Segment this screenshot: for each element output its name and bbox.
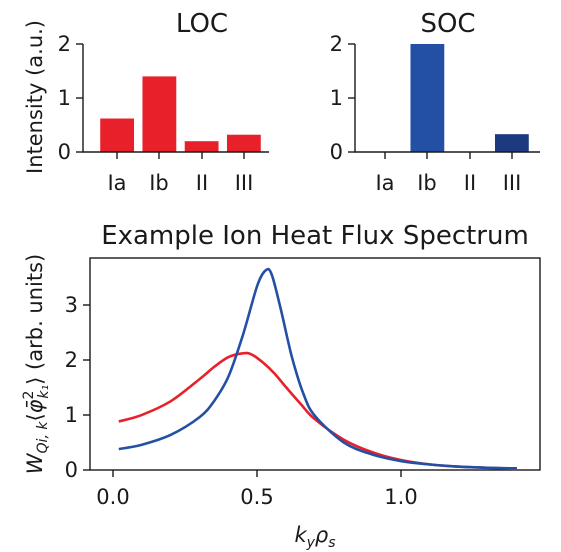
soc-xlabel-ib: Ib (417, 171, 437, 195)
loc-bar-ia (100, 118, 135, 152)
loc-bar-ib (142, 76, 177, 152)
soc-bars (410, 44, 529, 152)
panel-loc: LOC 0 1 2 Ia Ib II III Intensity (a.u.) (23, 9, 269, 195)
soc-xlabel-iii: III (503, 171, 522, 195)
loc-xlabel-ii: II (196, 171, 208, 195)
spectrum-xtick-label-0: 0.0 (96, 485, 129, 509)
soc-xlabel-ia: Ia (375, 171, 394, 195)
loc-bars (100, 76, 261, 152)
soc-ytick-label-1: 1 (330, 86, 343, 110)
loc-bar-iii (226, 134, 261, 152)
spectrum-series-line-0 (118, 351, 517, 471)
loc-xlabel-ia: Ia (107, 171, 126, 195)
loc-title: LOC (176, 9, 228, 39)
loc-xlabel-iii: III (235, 171, 254, 195)
spectrum-ytick-label-0: 0 (65, 458, 78, 482)
loc-xlabel-ib: Ib (149, 171, 169, 195)
spectrum-xlabel: kyρs (294, 523, 335, 551)
panel-spectrum: Example Ion Heat Flux Spectrum 0 1 2 3 0… (21, 221, 541, 551)
soc-ytick-label-0: 0 (330, 140, 343, 164)
spectrum-ylabel: WQi, k⟨φ̄2k₁⟩ (arb. units) (21, 254, 52, 474)
soc-ytick-label-2: 2 (330, 32, 343, 56)
spectrum-title: Example Ion Heat Flux Spectrum (101, 221, 529, 251)
soc-bar-ib (410, 44, 445, 152)
spectrum-xtick-label-2: 1.0 (384, 485, 417, 509)
loc-ylabel: Intensity (a.u.) (23, 20, 47, 174)
loc-bar-ii (184, 141, 219, 152)
spectrum-ytick-label-3: 3 (65, 293, 78, 317)
panel-soc: SOC 0 1 2 Ia Ib II III (330, 9, 540, 195)
soc-bar-iii (494, 134, 529, 152)
loc-ytick-label-2: 2 (58, 32, 71, 56)
spectrum-lines (118, 267, 517, 471)
loc-ytick-label-1: 1 (58, 86, 71, 110)
spectrum-series-line-1 (118, 267, 517, 470)
spectrum-xtick-label-1: 0.5 (240, 485, 273, 509)
spectrum-frame (89, 257, 541, 471)
soc-xlabel-ii: II (464, 171, 476, 195)
soc-title: SOC (420, 9, 475, 39)
loc-ytick-label-0: 0 (58, 140, 71, 164)
spectrum-ytick-label-1: 1 (65, 403, 78, 427)
spectrum-ytick-label-2: 2 (65, 348, 78, 372)
